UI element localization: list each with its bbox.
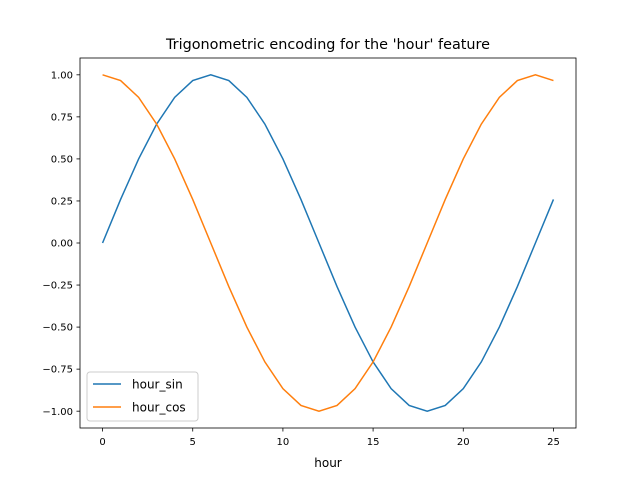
y-axis: 1.00 0.75 0.50 0.25 0.00 −0.25 −0.50 −0.75 −1.00 — [42, 70, 80, 418]
y-tick-label: 0.50 — [51, 155, 73, 166]
series-layer — [101, 74, 555, 412]
x-tick-label: 5 — [190, 437, 196, 448]
y-tick-label: −0.25 — [42, 281, 73, 292]
y-tick-label: −0.75 — [42, 365, 73, 376]
legend-label-hour-sin: hour_sin — [132, 378, 183, 392]
x-tick-label: 15 — [367, 437, 380, 448]
x-tick-label: 25 — [547, 437, 560, 448]
legend-label-hour-cos: hour_cos — [132, 401, 186, 415]
y-tick-label: 0.75 — [51, 112, 73, 123]
y-tick-label: −1.00 — [42, 407, 73, 418]
y-tick-label: 0.25 — [51, 197, 73, 208]
chart-title: Trigonometric encoding for the 'hour' fe… — [165, 37, 490, 53]
x-axis: 0 5 10 15 20 25 — [99, 428, 560, 448]
series-line-hour-cos — [102, 74, 554, 412]
y-tick-label: 1.00 — [51, 70, 73, 81]
x-axis-label: hour — [314, 456, 342, 470]
y-tick-label: 0.00 — [51, 239, 73, 250]
x-tick-label: 0 — [99, 437, 105, 448]
y-tick-label: −0.50 — [42, 323, 73, 334]
series-line-hour-sin — [101, 74, 555, 412]
x-tick-label: 10 — [277, 437, 290, 448]
legend: hour_sin hour_cos — [86, 371, 199, 422]
x-tick-label: 20 — [457, 437, 470, 448]
